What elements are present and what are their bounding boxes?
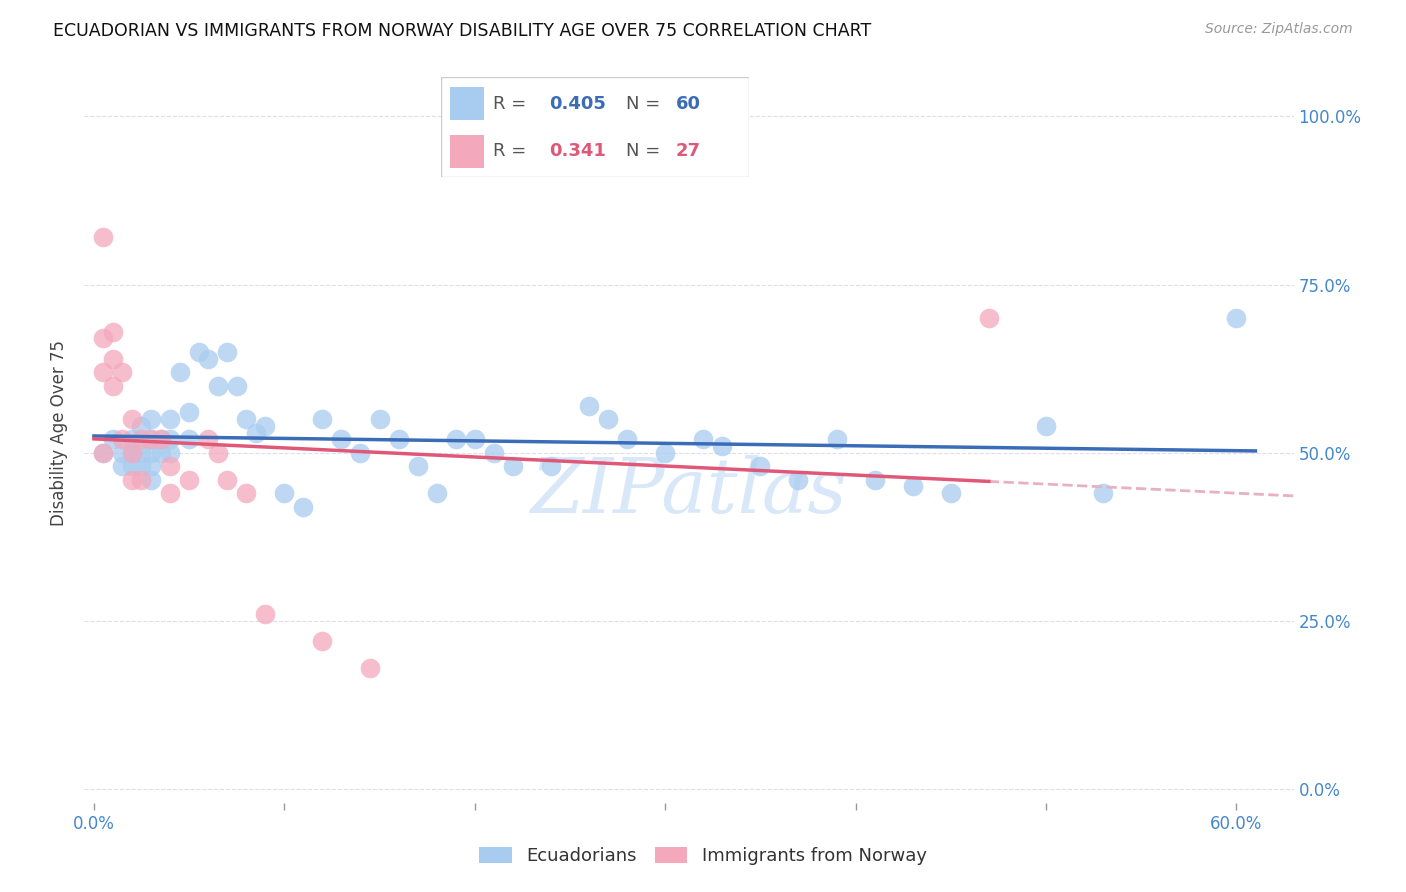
Point	[101, 351, 124, 366]
Point	[93, 230, 115, 244]
Point	[159, 433, 181, 447]
Point	[149, 433, 172, 447]
Point	[177, 433, 200, 447]
Point	[139, 433, 162, 447]
Point	[149, 446, 172, 460]
Point	[197, 351, 219, 366]
Point	[596, 412, 619, 426]
Point	[111, 433, 134, 447]
Point	[901, 479, 924, 493]
Point	[254, 418, 277, 433]
Point	[1225, 311, 1247, 326]
Point	[159, 446, 181, 460]
Point	[139, 412, 162, 426]
Point	[1035, 418, 1057, 433]
Point	[121, 433, 143, 447]
Point	[139, 473, 162, 487]
Point	[121, 473, 143, 487]
Point	[330, 433, 353, 447]
Point	[111, 365, 134, 379]
Point	[540, 459, 562, 474]
Point	[311, 634, 333, 648]
Point	[502, 459, 524, 474]
Point	[787, 473, 810, 487]
Point	[482, 446, 505, 460]
Point	[825, 433, 848, 447]
Point	[131, 473, 153, 487]
Point	[311, 412, 333, 426]
Text: ECUADORIAN VS IMMIGRANTS FROM NORWAY DISABILITY AGE OVER 75 CORRELATION CHART: ECUADORIAN VS IMMIGRANTS FROM NORWAY DIS…	[53, 22, 872, 40]
Point	[245, 425, 267, 440]
Point	[101, 378, 124, 392]
Point	[616, 433, 638, 447]
Point	[93, 365, 115, 379]
Point	[139, 446, 162, 460]
Point	[159, 412, 181, 426]
Point	[977, 311, 1000, 326]
Point	[121, 446, 143, 460]
Point	[444, 433, 467, 447]
Point	[349, 446, 371, 460]
Point	[863, 473, 886, 487]
Point	[93, 446, 115, 460]
Point	[254, 607, 277, 622]
Point	[711, 439, 734, 453]
Point	[406, 459, 429, 474]
Point	[149, 433, 172, 447]
Point	[217, 344, 239, 359]
Legend: Ecuadorians, Immigrants from Norway: Ecuadorians, Immigrants from Norway	[470, 838, 936, 874]
Point	[121, 459, 143, 474]
Point	[131, 418, 153, 433]
Point	[159, 486, 181, 500]
Point	[426, 486, 449, 500]
Point	[292, 500, 315, 514]
Point	[187, 344, 209, 359]
Point	[139, 459, 162, 474]
Point	[235, 486, 257, 500]
Point	[578, 399, 600, 413]
Text: ZIPatlas: ZIPatlas	[530, 455, 848, 529]
Point	[235, 412, 257, 426]
Point	[207, 378, 229, 392]
Point	[111, 459, 134, 474]
Point	[93, 331, 115, 345]
Point	[1092, 486, 1115, 500]
Text: Source: ZipAtlas.com: Source: ZipAtlas.com	[1205, 22, 1353, 37]
Point	[464, 433, 486, 447]
Point	[197, 433, 219, 447]
Y-axis label: Disability Age Over 75: Disability Age Over 75	[51, 340, 69, 525]
Point	[121, 446, 143, 460]
Point	[101, 433, 124, 447]
Point	[749, 459, 772, 474]
Point	[273, 486, 295, 500]
Point	[93, 446, 115, 460]
Point	[368, 412, 391, 426]
Point	[131, 446, 153, 460]
Point	[207, 446, 229, 460]
Point	[387, 433, 409, 447]
Point	[139, 433, 162, 447]
Point	[159, 459, 181, 474]
Point	[131, 459, 153, 474]
Point	[121, 412, 143, 426]
Point	[654, 446, 676, 460]
Point	[111, 446, 134, 460]
Point	[225, 378, 247, 392]
Point	[939, 486, 962, 500]
Point	[177, 473, 200, 487]
Point	[101, 325, 124, 339]
Point	[359, 661, 381, 675]
Point	[692, 433, 714, 447]
Point	[131, 433, 153, 447]
Point	[169, 365, 191, 379]
Point	[177, 405, 200, 419]
Point	[217, 473, 239, 487]
